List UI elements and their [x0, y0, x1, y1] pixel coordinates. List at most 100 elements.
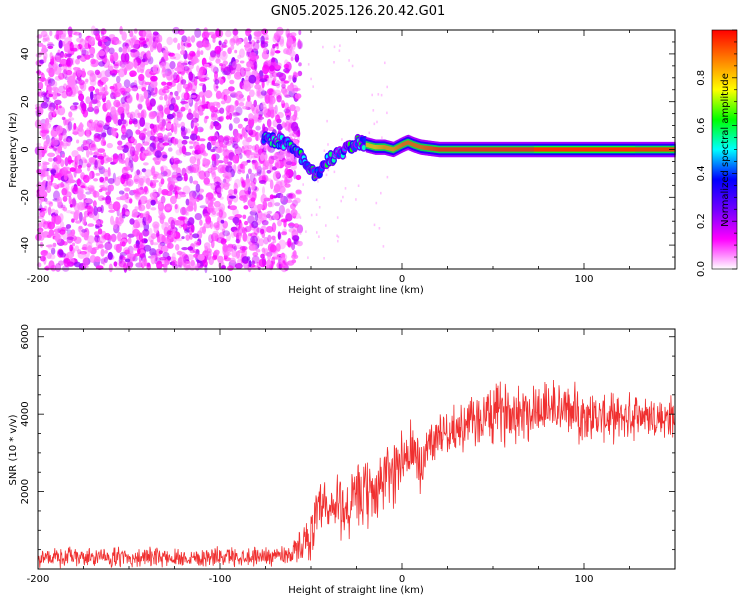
- heatmap-cell: [247, 168, 252, 175]
- heatmap-cell: [576, 147, 578, 152]
- heatmap-cell: [243, 205, 249, 210]
- heatmap-cell: [254, 212, 259, 222]
- heatmap-cell: [267, 126, 275, 132]
- heatmap-cell: [119, 254, 124, 260]
- heatmap-cell: [162, 136, 167, 141]
- heatmap-cell: [628, 147, 630, 152]
- heatmap-cell: [156, 173, 164, 179]
- heatmap-cell: [178, 219, 184, 226]
- heatmap-cell: [77, 201, 85, 211]
- heatmap-cell: [218, 135, 224, 145]
- heatmap-cell: [572, 147, 574, 152]
- heatmap-cell: [52, 90, 58, 100]
- heatmap-cell: [295, 191, 303, 195]
- heatmap-cell: [47, 180, 52, 189]
- heatmap-cell: [181, 247, 189, 251]
- heatmap-cell: [242, 105, 249, 110]
- heatmap-cell: [177, 256, 184, 266]
- heatmap-cell: [186, 36, 191, 42]
- heatmap-cell: [140, 110, 145, 119]
- heatmap-cell: [248, 74, 257, 84]
- heatmap-cell: [164, 260, 168, 271]
- heatmap-cell: [284, 177, 288, 185]
- heatmap-cell: [43, 122, 52, 129]
- heatmap-cell: [254, 145, 259, 152]
- heatmap-cell: [285, 28, 291, 39]
- heatmap-cell: [159, 256, 167, 261]
- heatmap-cell: [88, 213, 95, 218]
- heatmap-cell: [159, 241, 166, 247]
- heatmap-cell: [48, 157, 53, 162]
- heatmap-cell: [453, 147, 456, 152]
- heatmap-cell: [323, 149, 326, 152]
- heatmap-cell: [640, 147, 642, 152]
- heatmap-cell: [198, 138, 206, 142]
- heatmap-cell: [104, 36, 111, 47]
- heatmap-cell: [121, 110, 126, 119]
- heatmap-cell: [658, 147, 660, 152]
- heatmap-cell: [268, 108, 277, 118]
- heatmap-cell: [620, 147, 622, 152]
- heatmap-cell: [104, 199, 113, 206]
- heatmap-cell: [204, 90, 213, 99]
- heatmap-cell: [99, 85, 104, 93]
- heatmap-cell: [458, 147, 461, 152]
- heatmap-cell: [78, 79, 85, 86]
- heatmap-cell: [145, 98, 150, 107]
- heatmap-cell: [88, 171, 93, 180]
- heatmap-cell: [97, 155, 105, 160]
- heatmap-cell: [192, 110, 197, 118]
- heatmap-cell: [279, 150, 287, 157]
- heatmap-cell: [564, 147, 566, 152]
- heatmap-cell: [268, 65, 276, 74]
- heatmap-cell: [582, 147, 584, 152]
- heatmap-cell: [280, 195, 289, 205]
- heatmap-cell: [244, 220, 249, 226]
- heatmap-cell: [91, 147, 99, 151]
- heatmap-cell: [648, 147, 650, 152]
- heatmap-cell: [143, 244, 152, 252]
- heatmap-cell: [344, 187, 347, 190]
- heatmap-cell: [474, 147, 477, 152]
- heatmap-cell: [40, 197, 45, 202]
- heatmap-cell: [218, 40, 222, 46]
- heatmap-cell: [567, 147, 569, 152]
- heatmap-cell: [461, 147, 464, 152]
- heatmap-cell: [145, 136, 151, 144]
- heatmap-cell: [516, 147, 519, 152]
- heatmap-cell: [129, 147, 135, 151]
- heatmap-cell: [493, 147, 496, 152]
- heatmap-cell: [204, 31, 210, 37]
- heatmap-cell: [665, 147, 667, 152]
- heatmap-cell: [228, 195, 237, 199]
- heatmap-cell: [71, 218, 75, 223]
- heatmap-cell: [372, 144, 375, 149]
- heatmap-cell: [122, 66, 127, 72]
- heatmap-cell: [440, 147, 443, 152]
- heatmap-cell: [136, 187, 145, 195]
- heatmap-cell: [234, 151, 240, 154]
- heatmap-cell: [204, 170, 210, 178]
- heatmap-cell: [39, 212, 43, 218]
- heatmap-cell: [254, 84, 262, 90]
- heatmap-cell: [165, 100, 170, 106]
- heatmap-cell: [239, 60, 245, 64]
- heatmap-cell: [92, 200, 97, 208]
- heatmap-cell: [78, 182, 86, 186]
- heatmap-cell: [220, 219, 225, 224]
- heatmap-cell: [73, 31, 81, 36]
- heatmap-cell: [49, 30, 53, 37]
- heatmap-cell: [221, 44, 228, 48]
- heatmap-cell: [248, 113, 254, 120]
- heatmap-cell: [215, 55, 221, 62]
- heatmap-cell: [47, 206, 52, 216]
- heatmap-cell: [47, 82, 53, 92]
- heatmap-cell: [194, 102, 198, 111]
- heatmap-cell: [134, 194, 140, 199]
- heatmap-cell: [188, 141, 194, 145]
- heatmap-cell: [72, 102, 79, 106]
- heatmap-cell: [615, 147, 617, 152]
- heatmap-cell: [196, 40, 204, 48]
- heatmap-cell: [380, 191, 382, 195]
- heatmap-cell: [248, 260, 252, 268]
